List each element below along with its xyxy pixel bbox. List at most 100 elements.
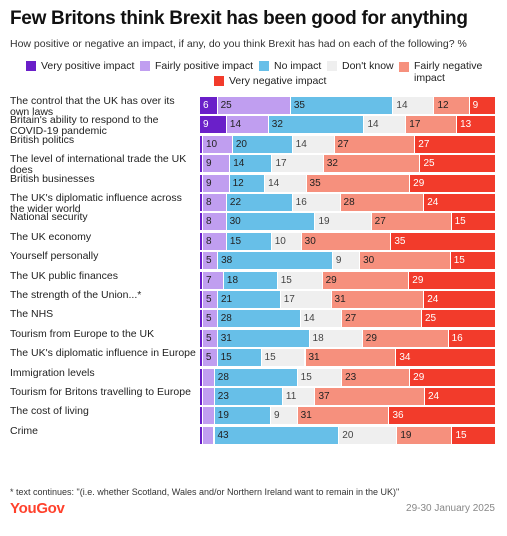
bar-segment-very-negative [410, 368, 496, 386]
bar-segment-very-negative [457, 116, 496, 134]
bar-segment-no-impact [218, 252, 333, 270]
stacked-bar: 5 21 17 31 24 [200, 291, 496, 308]
bar-segment-dont-know [265, 174, 307, 192]
bar-segment-fairly-positive [202, 213, 227, 231]
bar-segment-no-impact [217, 349, 262, 367]
bar-segment-no-impact [214, 407, 272, 425]
bar-segment-very-negative [469, 97, 496, 114]
yougov-logo: YouGov [10, 500, 65, 517]
chart-row: The UK public finances 7 18 15 29 29 [0, 269, 507, 290]
category-label: The strength of the Union...* [10, 289, 142, 301]
bar-segment-very-negative [424, 291, 496, 308]
category-label: Tourism for Britons travelling to Europe [10, 386, 191, 398]
bar-segment-very-positive [200, 194, 203, 211]
bar-segment-very-negative [448, 329, 496, 347]
legend-swatch-very-positive [26, 61, 36, 71]
bar-segment-dont-know [271, 407, 298, 425]
legend-swatch-fairly-positive [140, 61, 150, 71]
bar-segment-fairly-negative [371, 213, 452, 231]
chart-row: The strength of the Union...* 5 21 17 31 24 [0, 290, 507, 309]
chart-row: British politics 10 20 14 27 27 [0, 133, 507, 154]
bar-segment-very-positive [200, 116, 227, 134]
bar-segment-fairly-positive [202, 194, 227, 211]
bar-segment-fairly-positive [203, 252, 219, 270]
bar-segment-no-impact [226, 194, 293, 211]
bar-segment-no-impact [223, 271, 278, 289]
chart-row: The control that the UK has over its own… [0, 96, 507, 118]
bar-segment-fairly-positive [202, 232, 227, 250]
bar-segment-very-negative [415, 135, 496, 153]
bar-segment-very-negative [420, 155, 496, 173]
chart-row: British businesses 9 12 14 35 29 [0, 172, 507, 193]
bar-segment-fairly-negative [323, 155, 421, 173]
bar-segment-dont-know [261, 349, 306, 367]
category-label: British politics [10, 133, 75, 146]
bar-segment-very-positive [200, 97, 218, 114]
category-label: The UK economy [10, 230, 92, 243]
category-label: The level of international trade the UK … [10, 153, 187, 177]
bar-segment-dont-know [292, 135, 335, 153]
stacked-bar: 5 15 15 31 34 [200, 349, 496, 367]
bar-segment-dont-know [272, 155, 324, 173]
category-label: British businesses [10, 172, 95, 185]
bar-segment-very-positive [200, 388, 203, 405]
chart-row: The UK's diplomatic influence across the… [0, 192, 507, 215]
bar-segment-fairly-positive [202, 426, 215, 444]
legend-dont-know: Don't know [327, 60, 394, 72]
bar-segment-no-impact [217, 329, 310, 347]
legend-label-fairly-positive: Fairly positive impact [155, 60, 254, 72]
category-label: The UK public finances [10, 269, 118, 282]
legend-label-very-positive: Very positive impact [41, 60, 135, 72]
chart-row: Immigration levels 28 15 23 29 [0, 366, 507, 387]
bar-segment-fairly-positive [202, 310, 218, 328]
bar-segment-fairly-negative [362, 329, 449, 347]
bar-segment-fairly-positive [202, 349, 218, 367]
category-label: Immigration levels [10, 366, 95, 379]
legend-label-no-impact: No impact [274, 60, 322, 72]
bar-segment-fairly-negative [334, 135, 416, 153]
bar-segment-fairly-positive [202, 329, 218, 347]
bar-segment-fairly-positive [202, 388, 215, 405]
chart-title: Few Britons think Brexit has been good f… [10, 8, 468, 29]
bar-segment-dont-know [277, 271, 323, 289]
category-label: Crime [10, 424, 38, 437]
bar-segment-fairly-positive [202, 271, 224, 289]
stacked-bar: 28 15 23 29 [200, 368, 496, 386]
bar-segment-fairly-negative [434, 97, 470, 114]
chart-row: Tourism from Europe to the UK 5 31 18 29 16 [0, 328, 507, 348]
stacked-bar: 43 20 19 15 [200, 426, 496, 444]
chart-row: Tourism for Britons travelling to Europe… [0, 387, 507, 406]
legend-fairly-negative: Fairly negative impact [399, 60, 499, 84]
bar-segment-very-positive [200, 349, 203, 367]
bar-segment-dont-know [309, 329, 363, 347]
bar-segment-very-positive [200, 155, 204, 173]
bar-segment-fairly-positive [217, 97, 291, 114]
stacked-bar: 23 11 37 24 [200, 388, 496, 405]
bar-segment-very-negative [424, 194, 496, 211]
bar-segment-very-negative [391, 232, 496, 250]
bar-segment-fairly-positive [203, 155, 231, 173]
stacked-bar: 8 15 10 30 35 [200, 232, 496, 250]
bar-segment-very-positive [200, 291, 203, 308]
category-label: The UK's diplomatic influence across the… [10, 192, 182, 215]
legend-label-very-negative: Very negative impact [229, 75, 327, 87]
bar-segment-very-positive [200, 426, 203, 444]
chart-row: The NHS 5 28 14 27 25 [0, 309, 507, 328]
bar-segment-fairly-negative [297, 407, 390, 425]
bar-segment-very-negative [452, 426, 496, 444]
category-label: Britain's ability to respond to the COVI… [10, 114, 159, 138]
legend-swatch-fairly-negative [399, 62, 409, 72]
stacked-bar: 7 18 15 29 29 [200, 271, 496, 289]
stacked-bar: 6 25 35 14 12 9 [200, 97, 496, 114]
bar-segment-dont-know [332, 252, 361, 270]
bar-segment-fairly-negative [331, 291, 425, 308]
bar-segment-no-impact [226, 213, 316, 231]
chart-subtitle: How positive or negative an impact, if a… [10, 38, 467, 50]
bar-segment-fairly-negative [406, 116, 458, 134]
bar-segment-fairly-negative [342, 368, 411, 386]
bar-segment-fairly-negative [305, 349, 397, 367]
bar-segment-very-negative [389, 407, 496, 425]
chart-row: Britain's ability to respond to the COVI… [0, 114, 507, 138]
bar-segment-no-impact [214, 388, 283, 405]
bar-segment-very-positive [200, 213, 203, 231]
